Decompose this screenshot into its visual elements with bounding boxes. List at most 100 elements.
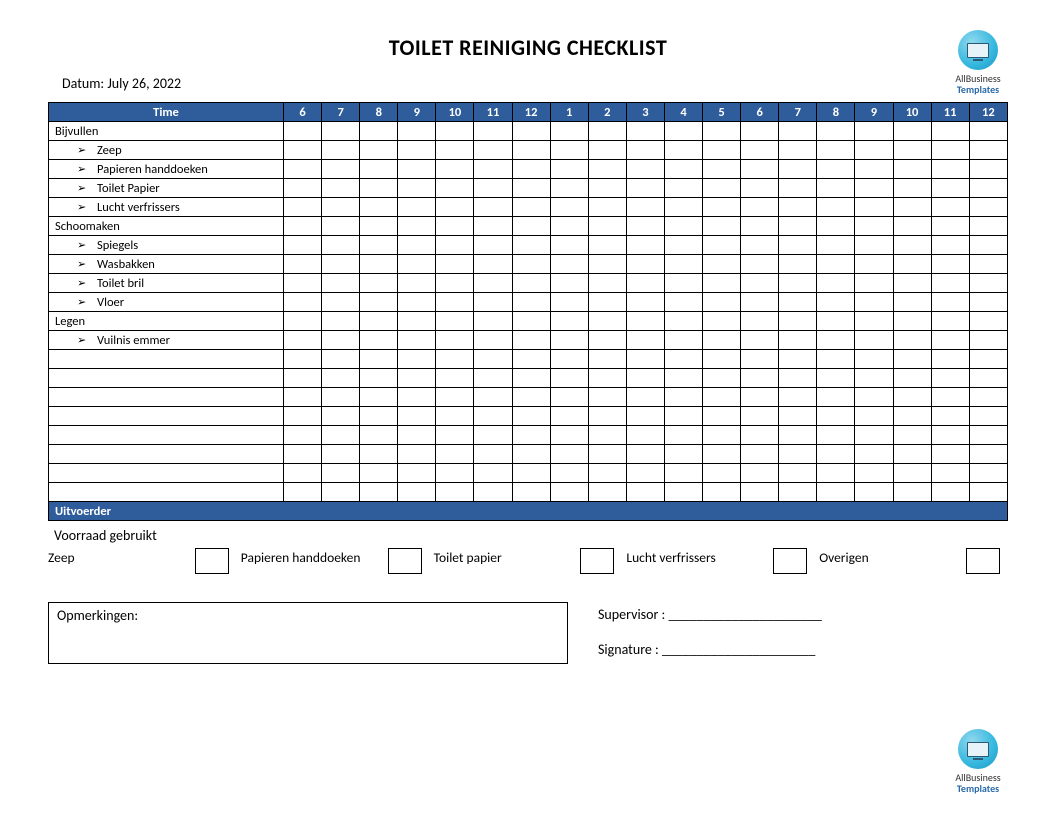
cell[interactable] <box>703 141 741 160</box>
cell[interactable] <box>741 445 779 464</box>
cell[interactable] <box>855 369 893 388</box>
stock-box[interactable] <box>388 548 422 574</box>
cell[interactable] <box>626 255 664 274</box>
cell[interactable] <box>626 464 664 483</box>
blank-label[interactable] <box>49 350 284 369</box>
cell[interactable] <box>741 160 779 179</box>
cell[interactable] <box>893 217 931 236</box>
cell[interactable] <box>398 217 436 236</box>
cell[interactable] <box>322 388 360 407</box>
cell[interactable] <box>893 388 931 407</box>
cell[interactable] <box>360 445 398 464</box>
cell[interactable] <box>436 388 474 407</box>
cell[interactable] <box>322 255 360 274</box>
stock-box[interactable] <box>580 548 614 574</box>
cell[interactable] <box>284 483 322 502</box>
cell[interactable] <box>322 369 360 388</box>
cell[interactable] <box>741 369 779 388</box>
cell[interactable] <box>664 179 702 198</box>
cell[interactable] <box>931 141 969 160</box>
cell[interactable] <box>931 217 969 236</box>
cell[interactable] <box>436 426 474 445</box>
cell[interactable] <box>550 141 588 160</box>
cell[interactable] <box>703 255 741 274</box>
cell[interactable] <box>550 217 588 236</box>
cell[interactable] <box>817 293 855 312</box>
cell[interactable] <box>779 483 817 502</box>
cell[interactable] <box>588 160 626 179</box>
cell[interactable] <box>855 141 893 160</box>
cell[interactable] <box>398 445 436 464</box>
cell[interactable] <box>969 464 1007 483</box>
cell[interactable] <box>855 236 893 255</box>
cell[interactable] <box>969 179 1007 198</box>
cell[interactable] <box>360 483 398 502</box>
cell[interactable] <box>969 483 1007 502</box>
cell[interactable] <box>398 312 436 331</box>
cell[interactable] <box>626 217 664 236</box>
cell[interactable] <box>436 198 474 217</box>
cell[interactable] <box>588 350 626 369</box>
cell[interactable] <box>398 179 436 198</box>
cell[interactable] <box>284 388 322 407</box>
cell[interactable] <box>817 464 855 483</box>
cell[interactable] <box>893 255 931 274</box>
cell[interactable] <box>664 160 702 179</box>
cell[interactable] <box>703 274 741 293</box>
cell[interactable] <box>474 426 512 445</box>
cell[interactable] <box>322 198 360 217</box>
cell[interactable] <box>779 160 817 179</box>
cell[interactable] <box>931 179 969 198</box>
cell[interactable] <box>436 464 474 483</box>
cell[interactable] <box>550 236 588 255</box>
cell[interactable] <box>474 445 512 464</box>
cell[interactable] <box>741 217 779 236</box>
cell[interactable] <box>969 445 1007 464</box>
cell[interactable] <box>588 122 626 141</box>
cell[interactable] <box>322 331 360 350</box>
cell[interactable] <box>474 255 512 274</box>
cell[interactable] <box>284 331 322 350</box>
cell[interactable] <box>284 198 322 217</box>
cell[interactable] <box>360 122 398 141</box>
cell[interactable] <box>969 293 1007 312</box>
cell[interactable] <box>474 293 512 312</box>
cell[interactable] <box>855 388 893 407</box>
cell[interactable] <box>741 122 779 141</box>
cell[interactable] <box>855 274 893 293</box>
cell[interactable] <box>855 293 893 312</box>
cell[interactable] <box>512 445 550 464</box>
cell[interactable] <box>969 255 1007 274</box>
cell[interactable] <box>474 312 512 331</box>
stock-box[interactable] <box>773 548 807 574</box>
cell[interactable] <box>893 350 931 369</box>
cell[interactable] <box>703 426 741 445</box>
cell[interactable] <box>969 388 1007 407</box>
cell[interactable] <box>664 407 702 426</box>
cell[interactable] <box>664 217 702 236</box>
cell[interactable] <box>398 483 436 502</box>
cell[interactable] <box>588 141 626 160</box>
cell[interactable] <box>360 388 398 407</box>
cell[interactable] <box>626 483 664 502</box>
cell[interactable] <box>969 236 1007 255</box>
cell[interactable] <box>360 274 398 293</box>
cell[interactable] <box>550 464 588 483</box>
cell[interactable] <box>626 407 664 426</box>
cell[interactable] <box>588 198 626 217</box>
cell[interactable] <box>931 331 969 350</box>
cell[interactable] <box>284 179 322 198</box>
cell[interactable] <box>741 293 779 312</box>
cell[interactable] <box>855 198 893 217</box>
cell[interactable] <box>398 141 436 160</box>
cell[interactable] <box>550 274 588 293</box>
cell[interactable] <box>931 464 969 483</box>
cell[interactable] <box>893 426 931 445</box>
cell[interactable] <box>931 388 969 407</box>
cell[interactable] <box>893 293 931 312</box>
cell[interactable] <box>436 293 474 312</box>
cell[interactable] <box>893 312 931 331</box>
cell[interactable] <box>512 141 550 160</box>
cell[interactable] <box>893 179 931 198</box>
cell[interactable] <box>664 255 702 274</box>
